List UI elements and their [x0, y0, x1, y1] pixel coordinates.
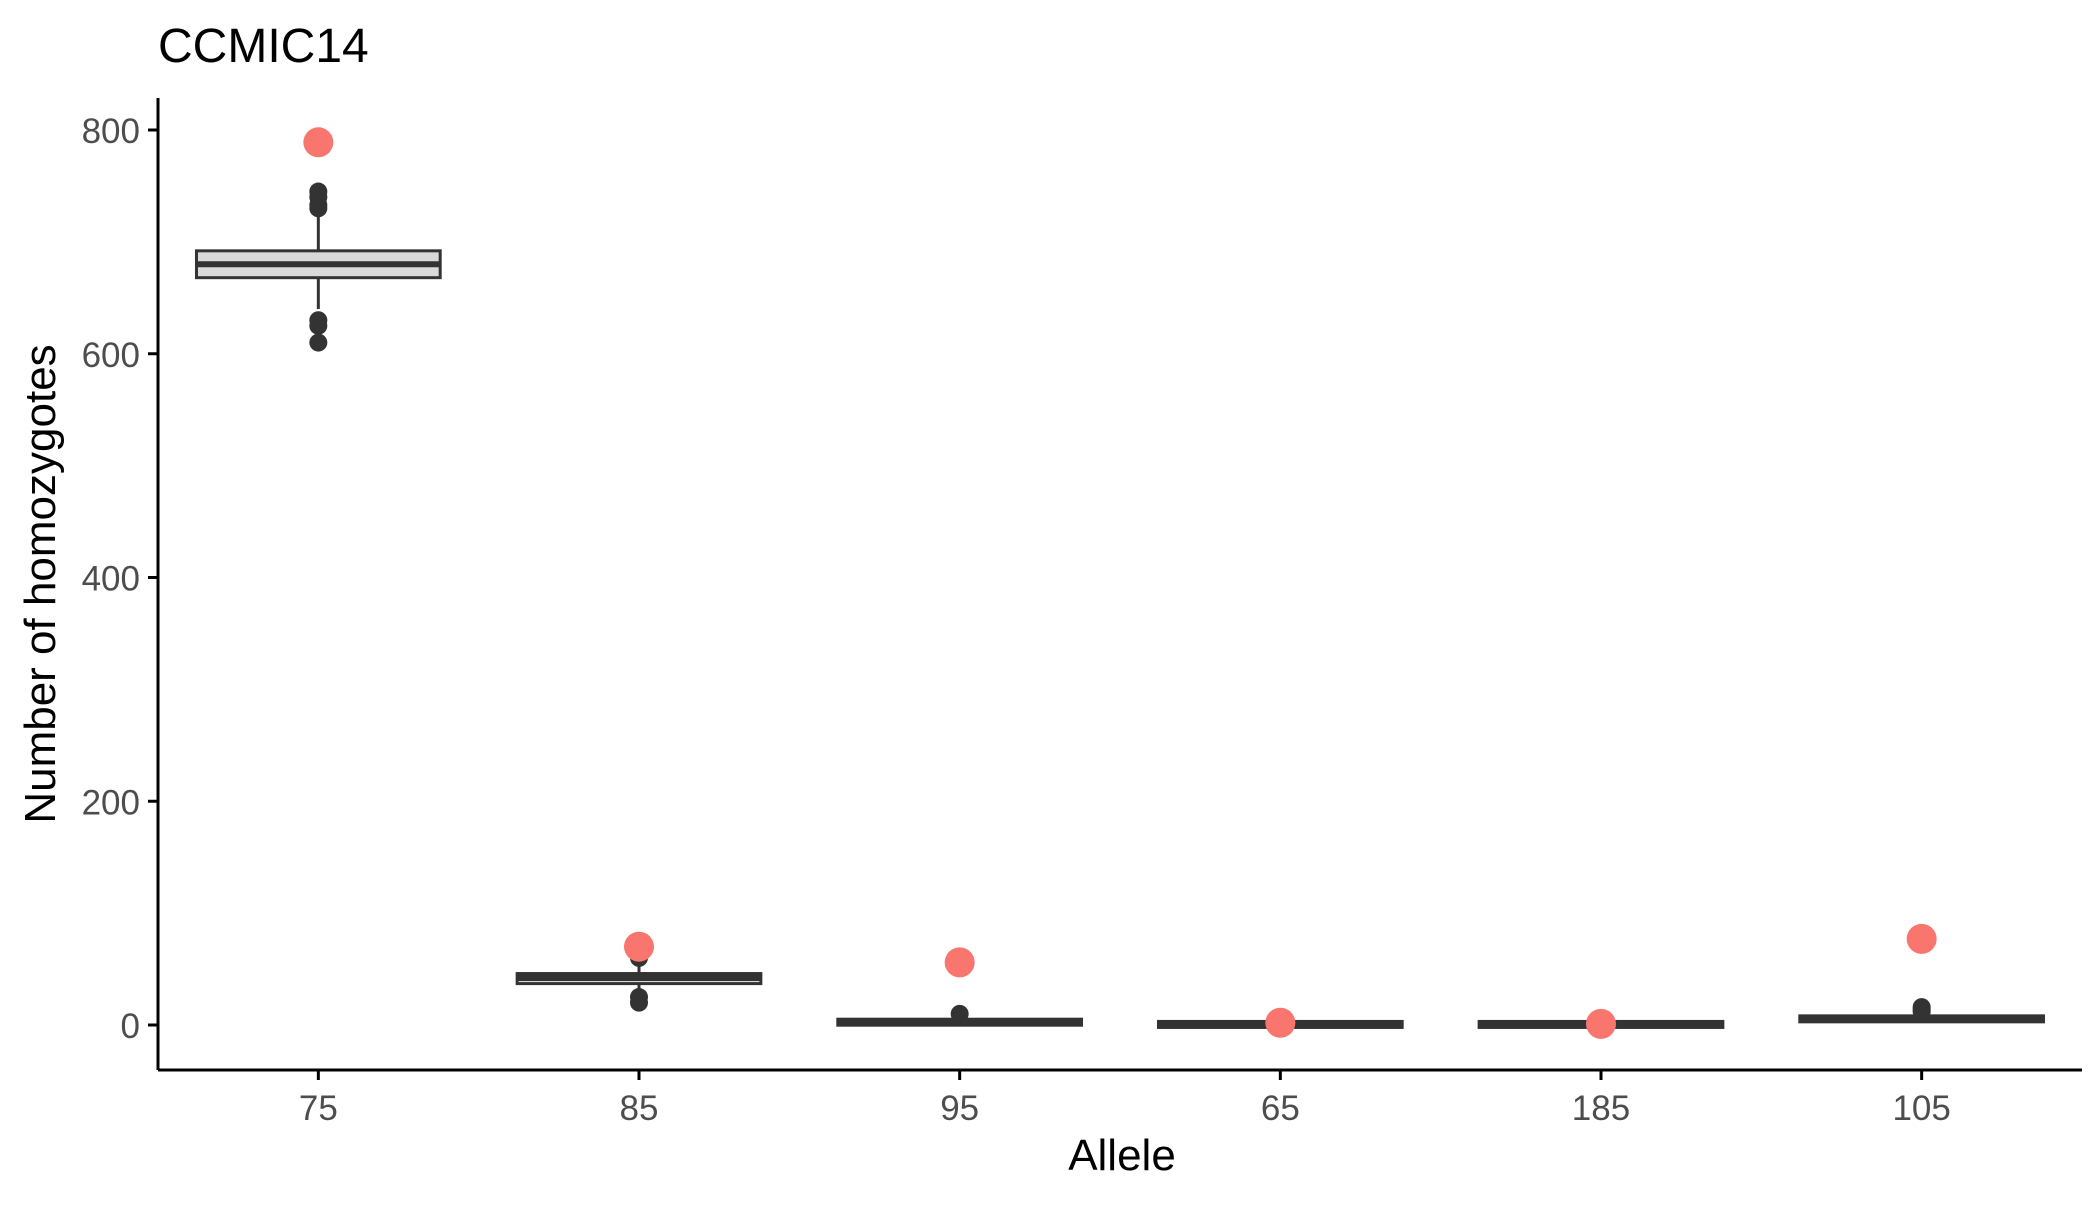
x-tick-label: 65 [1261, 1089, 1300, 1128]
observed-point-85 [624, 931, 654, 962]
x-tick-label: 95 [940, 1089, 979, 1128]
observed-point-185 [1586, 1008, 1616, 1039]
y-tick-label: 400 [82, 560, 140, 599]
box-plot-75 [194, 182, 442, 352]
y-tick-label: 200 [82, 783, 140, 822]
y-tick-label: 800 [82, 112, 140, 151]
x-tick-label: 85 [620, 1089, 659, 1128]
outlier-point [309, 333, 328, 352]
y-tick-label: 0 [121, 1007, 140, 1046]
observed-point-95 [944, 947, 975, 978]
y-tick-label: 600 [82, 336, 140, 375]
y-axis-title: Number of homozygotes [16, 344, 65, 823]
chart-title: CCMIC14 [158, 20, 369, 73]
x-tick-label: 105 [1892, 1089, 1950, 1128]
box-plot-85 [515, 948, 763, 1012]
observed-point-105 [1906, 923, 1937, 954]
outlier-point [950, 1004, 969, 1023]
outlier-point [309, 199, 328, 218]
x-axis-title: Allele [1068, 1131, 1176, 1180]
outlier-point [630, 993, 648, 1012]
plot-marks [194, 127, 2046, 1039]
x-tick-label: 75 [299, 1089, 338, 1128]
box-plot-105 [1798, 998, 2046, 1024]
outlier-point [309, 316, 328, 335]
observed-point-75 [303, 127, 334, 158]
y-axis: 0 200 400 600 800 [82, 98, 160, 1070]
box-plot-95 [836, 1004, 1084, 1027]
x-axis: 75 85 95 65 185 105 [158, 1068, 2082, 1128]
observed-point-65 [1265, 1007, 1296, 1038]
outlier-point [1912, 1002, 1931, 1021]
x-tick-label: 185 [1572, 1089, 1630, 1128]
